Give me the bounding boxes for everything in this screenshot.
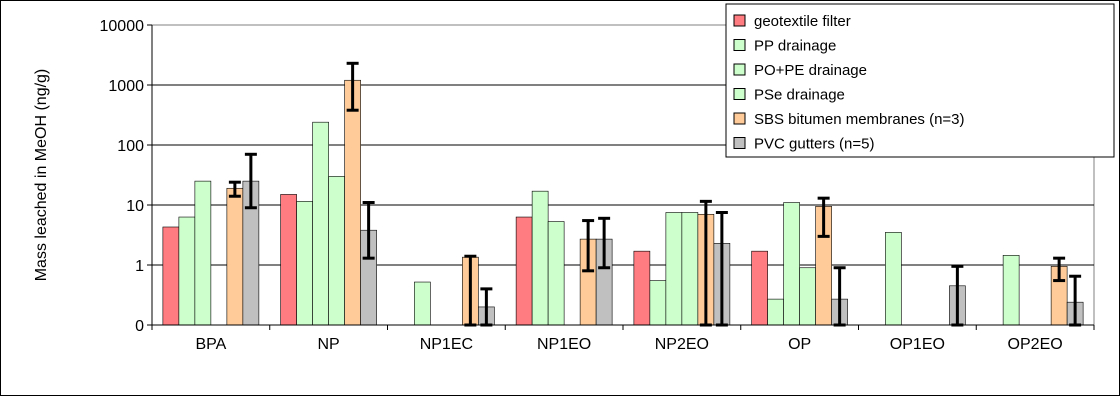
axes: 0 1 10 100 1000 10000 BPA NP NP1EC NP1EO NP2EO OP OP… xyxy=(100,18,1095,353)
bar xyxy=(531,190,549,326)
legend-label: geotextile filter xyxy=(754,13,851,30)
bar xyxy=(783,202,800,326)
x-tick-label: OP xyxy=(788,336,811,353)
bar xyxy=(1002,255,1020,326)
y-tick-label: 0 xyxy=(135,318,144,335)
error-bars xyxy=(228,61,1082,327)
y-tick-label: 10000 xyxy=(100,18,145,35)
legend-swatch xyxy=(733,63,746,76)
x-tick-label: NP2EO xyxy=(655,336,709,353)
bar xyxy=(178,216,196,326)
y-tick-label: 1 xyxy=(135,258,144,275)
bar xyxy=(312,121,329,326)
y-tick-label: 10 xyxy=(126,198,144,215)
bar xyxy=(344,79,361,326)
legend-label: PP drainage xyxy=(754,38,836,55)
bar xyxy=(633,250,651,326)
y-tick-label: 1000 xyxy=(108,78,144,95)
bar xyxy=(681,212,699,326)
bar xyxy=(296,201,313,326)
legend-label: PO+PE drainage xyxy=(754,62,867,79)
y-axis-label: Mass leached in MeOH (ng/g) xyxy=(33,69,50,282)
x-tick-label: OP1EO xyxy=(890,336,945,353)
legend-swatch xyxy=(733,39,746,51)
legend-label: SBS bitumen membranes (n=3) xyxy=(754,111,965,128)
bar xyxy=(885,232,902,326)
bar xyxy=(194,180,212,326)
legend-label: PSe drainage xyxy=(754,87,845,104)
x-tick-label: OP2EO xyxy=(1008,336,1063,353)
legend-swatch xyxy=(733,137,746,149)
bars xyxy=(162,79,1084,326)
legend-label: PVC gutters (n=5) xyxy=(754,136,874,153)
legend-box xyxy=(725,3,1115,158)
bar xyxy=(547,221,565,326)
bar xyxy=(414,281,431,326)
x-tick-label: NP1EC xyxy=(420,336,473,353)
bar xyxy=(162,226,180,326)
x-tick-label: BPA xyxy=(195,336,226,353)
bar xyxy=(649,280,667,326)
legend: geotextile filter PP drainage PO+PE draina… xyxy=(725,3,1115,158)
bar xyxy=(226,187,244,326)
bar xyxy=(328,176,345,326)
legend-swatch xyxy=(733,112,746,125)
legend-swatch xyxy=(733,14,746,27)
legend-swatch xyxy=(733,88,746,100)
bar xyxy=(767,298,784,326)
bar xyxy=(280,194,297,326)
x-tick-label: NP1EO xyxy=(537,336,591,353)
bar xyxy=(799,267,816,326)
y-tick-label: 100 xyxy=(117,138,144,155)
x-tick-label: NP xyxy=(318,336,340,353)
bar xyxy=(751,250,768,326)
bar xyxy=(515,216,533,326)
bar xyxy=(665,212,683,326)
